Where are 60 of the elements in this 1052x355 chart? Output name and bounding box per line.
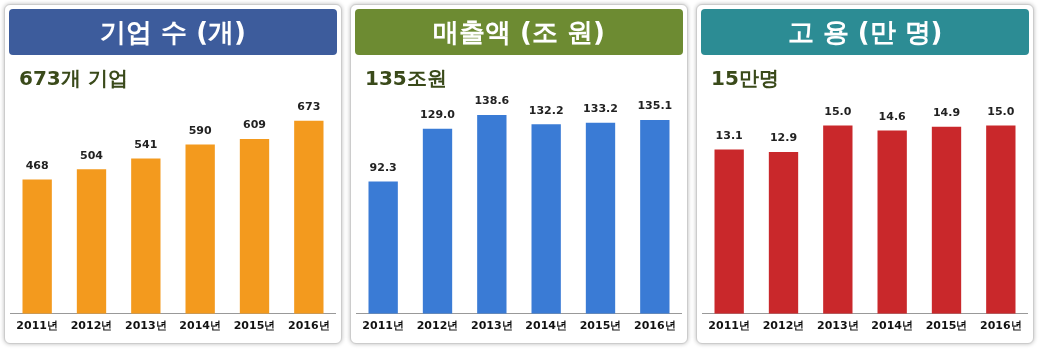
data-label: 13.1: [715, 128, 743, 142]
bar: [877, 130, 907, 314]
x-tick-label: 2012년: [70, 319, 113, 333]
data-label: 92.3: [369, 160, 397, 174]
x-tick-label: 2014년: [871, 319, 913, 333]
bar: [714, 149, 744, 314]
bar: [422, 128, 453, 314]
x-tick-label: 2015년: [579, 319, 622, 333]
x-tick-label: 2013년: [125, 319, 167, 333]
x-tick-label: 2011년: [362, 319, 404, 333]
chart-subtitle: 15만명: [711, 65, 779, 92]
bar: [368, 181, 398, 314]
data-label: 609: [243, 118, 266, 132]
bar: [131, 158, 161, 314]
x-tick-label: 2014년: [525, 319, 567, 333]
data-label: 15.0: [824, 104, 852, 118]
bar: [76, 169, 107, 314]
chart-title: 기업 수 (개): [9, 9, 337, 55]
bar: [768, 151, 799, 314]
bar: [585, 122, 616, 314]
data-label: 15.0: [987, 104, 1015, 118]
bar: [531, 124, 561, 314]
bar: [294, 120, 324, 314]
data-label: 132.2: [528, 103, 564, 117]
chart-title: 매출액 (조 원): [355, 9, 683, 55]
data-label: 468: [25, 158, 49, 172]
data-label: 14.6: [878, 109, 907, 123]
bar: [185, 144, 215, 314]
data-label: 135.1: [637, 99, 673, 113]
x-tick-label: 2015년: [233, 319, 276, 333]
bar: [823, 125, 853, 314]
bar: [640, 120, 670, 314]
x-tick-label: 2013년: [471, 319, 513, 333]
x-tick-label: 2013년: [817, 319, 859, 333]
data-label: 138.6: [474, 94, 510, 108]
bar: [22, 179, 52, 314]
data-label: 541: [134, 137, 158, 151]
bar: [239, 139, 270, 314]
chart-title: 고 용 (만 명): [701, 9, 1029, 55]
x-tick-label: 2016년: [288, 319, 330, 333]
x-tick-label: 2016년: [980, 319, 1022, 333]
data-label: 504: [80, 148, 104, 162]
x-tick-label: 2015년: [925, 319, 968, 333]
chart-subtitle: 673개 기업: [19, 65, 128, 92]
x-tick-label: 2014년: [179, 319, 221, 333]
bar: [931, 126, 962, 314]
x-tick-label: 2012년: [762, 319, 805, 333]
bar: [477, 115, 507, 314]
x-tick-label: 2016년: [634, 319, 676, 333]
x-tick-label: 2011년: [16, 319, 58, 333]
bar: [986, 125, 1016, 314]
data-label: 129.0: [420, 108, 456, 122]
data-label: 673: [297, 100, 321, 114]
data-label: 590: [188, 123, 212, 137]
chart-subtitle: 135조원: [365, 65, 447, 92]
data-label: 133.2: [583, 102, 618, 116]
data-label: 12.9: [769, 131, 798, 145]
data-label: 14.9: [932, 106, 961, 120]
x-tick-label: 2011년: [708, 319, 750, 333]
x-tick-label: 2012년: [416, 319, 459, 333]
